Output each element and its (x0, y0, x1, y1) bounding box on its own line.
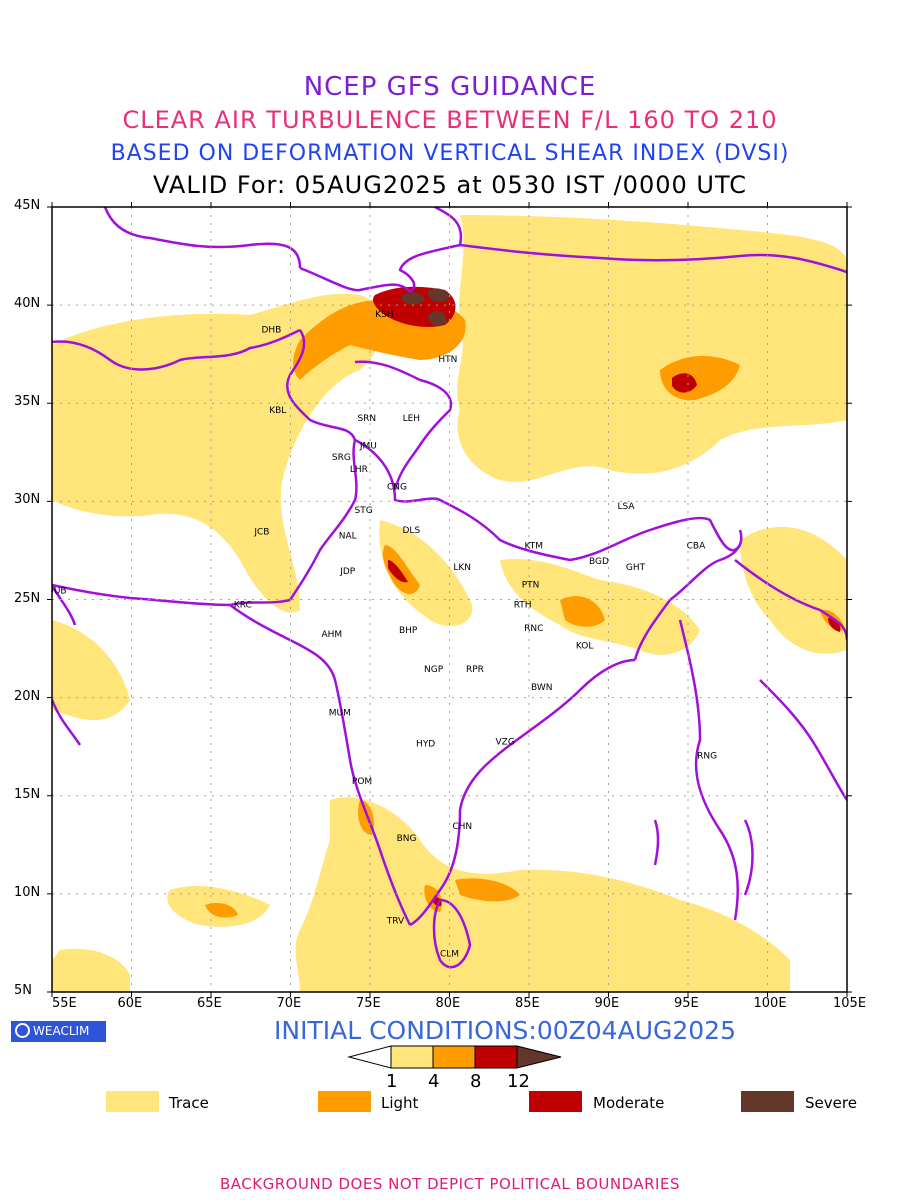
lat-lon-grid (52, 207, 847, 992)
lon-label: 60E (117, 996, 143, 1011)
lon-label: 75E (356, 996, 381, 1011)
station-label-ngp: NGP (424, 665, 444, 675)
legend-swatch-light (318, 1091, 371, 1112)
colorbar-tick-12: 12 (507, 1071, 530, 1092)
weaclim-logo: WEACLIM (11, 1021, 106, 1042)
station-label-rng: RNG (697, 751, 717, 761)
map-subtitle-index: BASED ON DEFORMATION VERTICAL SHEAR INDE… (110, 141, 790, 166)
lon-label: 105E (833, 996, 867, 1011)
station-label-ptn: PTN (522, 581, 540, 591)
boundary-lines (52, 207, 847, 969)
station-label-rnc: RNC (524, 624, 543, 634)
legend-label-light: Light (381, 1094, 419, 1112)
station-label-ght: GHT (626, 563, 646, 573)
legend-swatch-severe (741, 1091, 794, 1112)
lat-label: 20N (14, 688, 41, 704)
station-label-krc: KRC (234, 600, 252, 610)
lon-label: 55E (52, 996, 77, 1011)
station-label-bgd: BGD (589, 557, 609, 567)
map-title: NCEP GFS GUIDANCE (303, 72, 597, 102)
station-label-ahm: AHM (321, 630, 342, 640)
legend-swatch-moderate (529, 1091, 582, 1112)
station-label-mum: MUM (329, 708, 351, 718)
lon-label: 80E (435, 996, 461, 1011)
colorbar-tick-4: 4 (428, 1071, 440, 1092)
station-label-jcb: JCB (253, 528, 269, 538)
station-label-dub: DUB (47, 587, 67, 597)
lon-label: 70E (276, 996, 302, 1011)
lon-label: 90E (594, 996, 620, 1011)
lon-label: 65E (197, 996, 222, 1011)
lat-label: 45N (14, 198, 41, 213)
lon-label: 95E (674, 996, 699, 1011)
axis-ticks (47, 202, 852, 997)
station-label-dls: DLS (403, 526, 421, 536)
lat-label: 30N (14, 492, 41, 508)
station-label-dhb: DHB (261, 326, 281, 336)
station-label-ksh: KSH (375, 310, 393, 320)
station-label-rth: RTH (514, 600, 532, 610)
station-label-chn: CHN (452, 822, 472, 832)
station-label-vzg: VZG (496, 738, 515, 748)
boundary-disclaimer: BACKGROUND DOES NOT DEPICT POLITICAL BOU… (220, 1175, 680, 1193)
legend-swatch-trace (106, 1091, 159, 1112)
valid-time: VALID For: 05AUG2025 at 0530 IST /0000 U… (153, 171, 747, 199)
station-label-trv: TRV (386, 916, 405, 926)
station-label-lsa: LSA (617, 502, 635, 512)
station-label-htn: HTN (438, 355, 457, 365)
legend-label-moderate: Moderate (593, 1094, 665, 1112)
station-label-ktm: KTM (525, 541, 543, 551)
station-label-leh: LEH (403, 414, 420, 424)
lat-label: 15N (14, 786, 41, 802)
lat-label: 25N (14, 590, 41, 606)
trace-turbulence-areas (52, 215, 847, 992)
initial-conditions: INITIAL CONDITIONS:00Z04AUG2025 (274, 1016, 736, 1045)
station-label-jmu: JMU (359, 441, 377, 451)
station-label-lkn: LKN (453, 563, 471, 573)
station-label-pom: POM (352, 777, 372, 787)
station-label-hyd: HYD (416, 740, 435, 750)
station-label-bwn: BWN (531, 683, 553, 693)
station-labels: KSH DHB HTN KBL SRN LEH JMU SRG LHR CNG LSA STG DLS J… (47, 310, 717, 960)
station-label-cng: CNG (387, 483, 407, 493)
map-subtitle-turbulence: CLEAR AIR TURBULENCE BETWEEN F/L 160 TO … (122, 106, 778, 134)
station-label-bhp: BHP (399, 626, 418, 636)
severe-turbulence-areas (402, 288, 450, 326)
station-label-stg: STG (355, 506, 373, 516)
legend-label-severe: Severe (805, 1094, 857, 1112)
station-label-clm: CLM (440, 950, 459, 960)
colorbar-tick-8: 8 (470, 1071, 482, 1092)
logo-icon (15, 1023, 30, 1038)
station-label-srn: SRN (357, 414, 376, 424)
lat-label: 5N (14, 983, 32, 998)
legend-label-trace: Trace (169, 1094, 209, 1112)
lon-label: 100E (753, 996, 787, 1011)
colorbar-tick-1: 1 (386, 1071, 398, 1092)
station-label-cba: CBA (687, 541, 706, 551)
lon-label: 85E (515, 996, 540, 1011)
lat-label: 40N (14, 296, 41, 312)
logo-text: WEACLIM (33, 1024, 90, 1038)
station-label-lhr: LHR (350, 465, 368, 475)
station-label-bng: BNG (397, 834, 417, 844)
station-label-nal: NAL (339, 532, 357, 542)
lat-label: 35N (14, 394, 41, 410)
station-label-kol: KOL (576, 642, 594, 652)
station-label-srg: SRG (332, 453, 351, 463)
station-label-rpr: RPR (466, 665, 484, 675)
station-label-kbl: KBL (269, 406, 286, 416)
lat-label: 10N (14, 884, 41, 900)
station-label-jdp: JDP (339, 567, 356, 577)
